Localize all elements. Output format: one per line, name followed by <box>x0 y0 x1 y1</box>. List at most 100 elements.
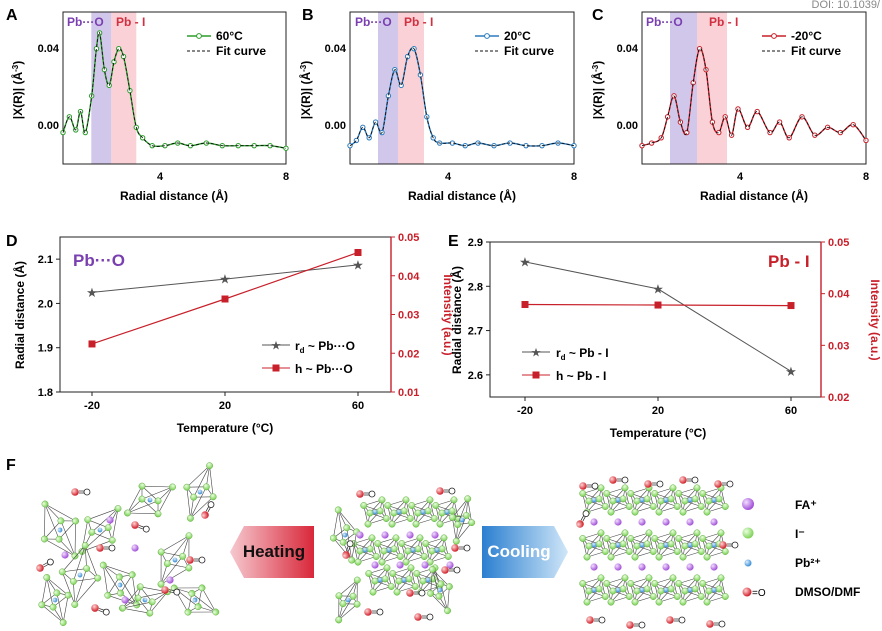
iodide-sphere-icon <box>742 527 754 539</box>
solvent-molecule <box>579 482 599 490</box>
iodide-atom <box>697 593 705 600</box>
fa-cation <box>131 544 139 552</box>
fa-cation <box>166 576 174 584</box>
xtick-label: 8 <box>863 171 869 183</box>
oxygen-atom <box>679 476 687 484</box>
bond <box>174 587 203 589</box>
iodide-atom <box>693 484 701 492</box>
legend-label-fa: FA⁺ <box>795 498 817 512</box>
solvent-molecule <box>714 480 734 488</box>
legend-label-iodide: I⁻ <box>795 527 805 541</box>
solvent-molecule <box>706 620 726 628</box>
iodide-atom <box>609 542 617 550</box>
bond <box>206 465 210 487</box>
iodide-atom <box>384 502 392 509</box>
iodide-atom <box>633 497 641 505</box>
bond <box>44 503 76 522</box>
pbi6-octahedron <box>78 505 122 555</box>
pbi6-octahedron <box>627 484 657 516</box>
lead-atom <box>420 509 426 515</box>
iodide-atom <box>715 585 723 593</box>
bond <box>149 591 168 614</box>
lead-atom <box>362 547 368 553</box>
iodide-atom <box>691 585 699 593</box>
iodide-atom <box>190 493 198 501</box>
iodide-atom <box>43 574 51 581</box>
fa-cation <box>662 518 670 526</box>
iodide-atom <box>124 509 131 517</box>
panel-letter-e: E <box>448 233 459 250</box>
panel-letter-b: B <box>302 7 314 24</box>
iodide-atom <box>416 534 424 542</box>
bond <box>447 586 450 611</box>
iodide-atom <box>681 542 689 550</box>
iodide-atom <box>619 540 627 548</box>
lead-atom <box>615 497 621 503</box>
iodide-atom <box>597 529 605 537</box>
x-axis-label: Temperature (°C) <box>177 421 274 435</box>
iodide-atom <box>444 607 451 615</box>
oxygen-atom <box>706 620 714 628</box>
solvent-molecule <box>201 501 215 519</box>
fa-sphere-icon <box>742 498 754 510</box>
iodide-atom <box>699 535 707 542</box>
bond <box>127 500 159 514</box>
fa-cation <box>686 563 694 571</box>
pbi6-octahedron <box>408 496 438 528</box>
iodide-atom <box>595 540 603 548</box>
lead-atom <box>386 547 392 553</box>
ytick-label-right: 0.03 <box>828 340 849 352</box>
xtick-label: -20 <box>84 400 100 412</box>
iodide-atom <box>99 561 107 569</box>
iodide-atom <box>369 588 377 596</box>
iodide-atom <box>383 564 391 572</box>
bond <box>157 486 173 514</box>
iodide-atom <box>430 515 438 522</box>
oxygen-atom <box>356 490 364 498</box>
iodide-atom <box>420 553 428 560</box>
plot-frame <box>62 11 287 165</box>
iodide-atom <box>389 570 397 577</box>
pb-o-band <box>378 12 398 164</box>
bond <box>456 515 467 542</box>
oxygen-ring <box>376 608 384 616</box>
pbi6-octahedron <box>38 574 72 626</box>
pbi6-octahedron <box>675 574 705 606</box>
lead-atom <box>197 489 203 495</box>
iodide-atom <box>445 583 453 590</box>
panel-letter-f: F <box>6 457 16 474</box>
xtick-label: 4 <box>157 171 164 183</box>
panel-d: D Pb···O -20 20 60 1.8 1.9 2.0 2.1 0.01 0.02 0.03… <box>6 232 455 435</box>
bond <box>182 535 190 557</box>
iodide-atom <box>655 508 663 516</box>
oxygen-ring <box>678 616 686 624</box>
bond <box>87 519 109 529</box>
iodide-atom <box>649 593 657 600</box>
xtick-label: 60 <box>785 405 797 417</box>
iodide-atom <box>699 580 707 587</box>
oxygen-atom <box>666 616 674 624</box>
iodide-atom <box>38 601 46 609</box>
ytick-label: 2.1 <box>38 254 53 266</box>
iodide-atom <box>364 520 372 528</box>
xtick-label: 8 <box>571 171 577 183</box>
legend-label-20c: 20°C <box>504 29 531 43</box>
pbi6-octahedron <box>675 529 705 561</box>
lead-atom <box>142 597 148 603</box>
iodide-atom <box>405 575 413 583</box>
rd-point-star: ★ <box>219 272 231 287</box>
iodide-atom <box>464 495 472 503</box>
iodide-atom <box>64 591 72 599</box>
iodide-atom <box>157 580 165 588</box>
oxygen-atom <box>586 616 594 624</box>
x-axis-label: Radial distance (Å) <box>408 188 516 203</box>
band-label-pb-o: Pb···O <box>646 15 683 29</box>
lead-atom <box>52 597 58 603</box>
bond <box>168 591 174 593</box>
iodide-atom <box>645 529 653 537</box>
iodide-atom <box>356 547 364 555</box>
bond <box>73 581 76 605</box>
bond <box>43 564 49 568</box>
iodide-atom <box>163 560 171 568</box>
oxygen-atom <box>414 613 422 621</box>
